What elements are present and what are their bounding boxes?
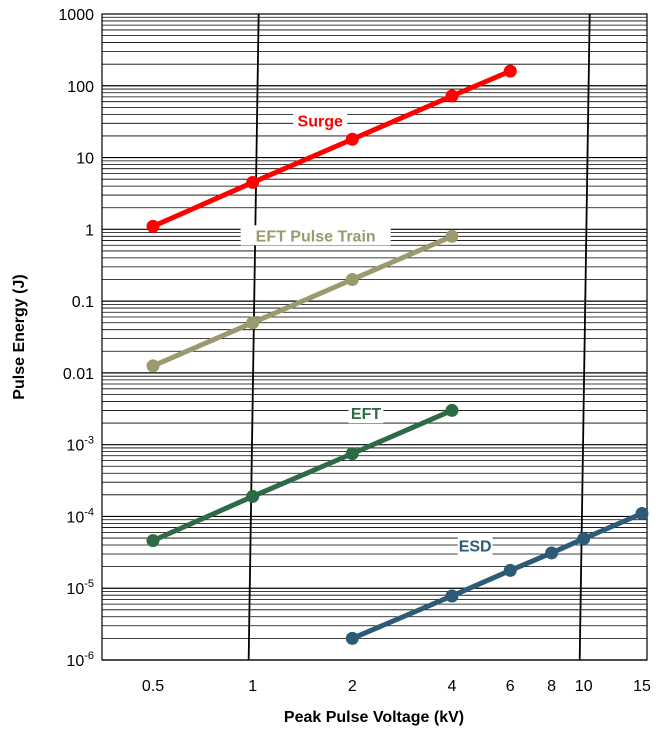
x-tick-label: 10: [575, 678, 593, 695]
y-tick-label: 1: [85, 222, 94, 239]
x-tick-labels: 0.5 1 2 4 6 8 10 15: [142, 678, 651, 695]
x-tick-label: 0.5: [142, 678, 164, 695]
data-point: [146, 359, 160, 373]
series-label-bg: [293, 110, 348, 131]
x-tick-label: 1: [248, 678, 257, 695]
data-point: [545, 546, 559, 560]
y-tick-label: 10-4: [66, 506, 94, 526]
y-tick-labels: 10-6 10-5 10-4 10-3 0.01 0.1 1 10 100 1000: [58, 7, 94, 670]
data-point: [577, 532, 591, 546]
series-label-bg: [240, 225, 391, 246]
y-tick-label: 10-3: [66, 435, 94, 455]
series-label: Surge: [298, 113, 343, 130]
series-label: ESD: [459, 538, 492, 555]
data-point: [146, 219, 160, 233]
data-point: [445, 589, 459, 603]
plot-area: [101, 13, 648, 661]
x-tick-label: 15: [633, 678, 651, 695]
data-point: [345, 132, 359, 146]
x-tick-label: 8: [547, 678, 556, 695]
series-group: Surge EFT Pulse Train EFT ESD: [146, 64, 649, 645]
y-tick-label: 0.1: [72, 294, 94, 311]
data-point: [246, 316, 260, 330]
y-tick-label: 100: [67, 79, 94, 96]
data-point: [445, 89, 459, 103]
series-label: EFT: [351, 406, 381, 423]
series-line: [150, 233, 455, 369]
x-axis-title: Peak Pulse Voltage (kV): [284, 709, 464, 726]
v-grid-line: [578, 13, 591, 661]
y-tick-label: 1000: [58, 7, 94, 24]
y-axis-title: Pulse Energy (J): [11, 274, 28, 399]
data-point: [246, 489, 260, 503]
x-tick-label: 6: [506, 678, 515, 695]
x-tick-label: 4: [448, 678, 457, 695]
data-point: [345, 631, 359, 645]
y-tick-label: 0.01: [63, 366, 94, 383]
series-line: [150, 407, 455, 544]
data-point: [503, 563, 517, 577]
data-point: [345, 447, 359, 461]
data-point: [445, 229, 459, 243]
data-point: [445, 403, 459, 417]
x-tick-label: 2: [348, 678, 357, 695]
series-label: EFT Pulse Train: [256, 228, 376, 245]
data-point: [345, 273, 359, 287]
y-tick-label: 10-5: [66, 578, 94, 598]
series-line: [349, 510, 645, 641]
y-tick-label: 10-6: [66, 650, 94, 670]
series-label-bg: [457, 535, 493, 556]
v-grid-line: [247, 13, 260, 661]
data-point: [246, 175, 260, 189]
grid-lines: [102, 13, 647, 661]
data-point: [146, 534, 160, 548]
series-label-bg: [348, 403, 384, 424]
data-point: [503, 64, 517, 78]
data-point: [635, 506, 649, 520]
y-tick-label: 10: [76, 151, 94, 168]
